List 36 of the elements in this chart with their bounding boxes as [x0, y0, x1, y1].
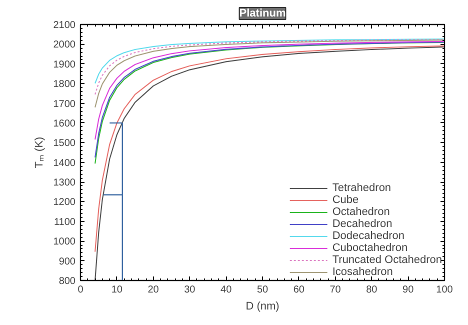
x-tick-label: 60	[293, 284, 305, 296]
chart-title: Platinum	[239, 8, 286, 20]
y-tick-label: 2100	[53, 20, 76, 31]
x-tick-label: 80	[366, 284, 378, 296]
y-tick-label: 1200	[53, 197, 76, 208]
x-tick-label: 10	[111, 284, 123, 296]
x-tick-label: 0	[78, 284, 84, 296]
y-tick-label: 800	[58, 276, 76, 287]
legend-label: Cuboctahedron	[332, 242, 408, 254]
x-tick-label: 100	[436, 284, 454, 296]
legend-label: Tetrahedron	[332, 182, 392, 194]
y-tick-label: 1600	[53, 118, 76, 130]
legend-label: Decahedron	[332, 218, 392, 230]
x-tick-label: 70	[330, 284, 342, 296]
y-tick-label: 2000	[53, 40, 76, 51]
x-tick-label: 30	[184, 284, 196, 296]
y-axis-title: Tₘ (K)	[33, 136, 46, 168]
x-axis-title: D (nm)	[246, 300, 280, 312]
y-tick-label: 900	[58, 256, 76, 268]
x-tick-label: 90	[402, 284, 414, 296]
x-tick-label: 50	[256, 284, 268, 296]
y-tick-label: 1900	[53, 59, 76, 70]
y-tick-label: 1800	[53, 79, 76, 90]
y-tick-label: 1100	[54, 216, 76, 228]
legend-label: Dodecahedron	[332, 230, 405, 242]
legend-label: Truncated Octahedron	[332, 254, 442, 266]
legend-label: Octahedron	[332, 206, 390, 218]
x-tick-label: 20	[148, 284, 160, 296]
x-tick-label: 40	[220, 284, 232, 296]
legend-label: Cube	[332, 194, 359, 206]
y-tick-label: 1000	[53, 236, 76, 248]
y-tick-label: 1700	[53, 98, 76, 110]
y-tick-label: 1500	[53, 138, 76, 150]
legend-label: Icosahedron	[332, 266, 393, 278]
y-tick-label: 1400	[53, 158, 76, 169]
y-tick-label: 1300	[53, 178, 76, 189]
